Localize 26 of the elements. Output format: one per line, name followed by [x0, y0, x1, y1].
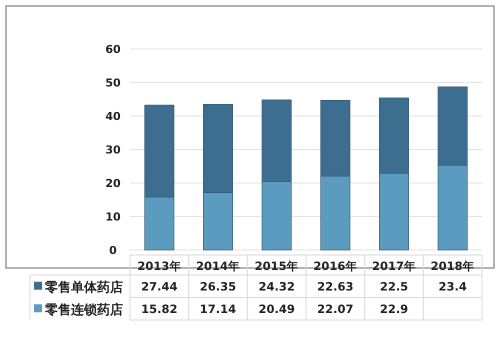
x-tick-label: 2018年 [430, 259, 475, 273]
data-label: 26.35 [200, 279, 236, 294]
data-label: 15.82 [141, 302, 178, 316]
y-tick-label: 30 [105, 144, 121, 156]
y-tick-label: 50 [105, 76, 121, 90]
x-tick-label: 2013年 [137, 259, 182, 273]
legend-label: 零售连锁药店 [44, 302, 123, 318]
x-tick-label: 2016年 [313, 259, 358, 273]
data-label: 17.14 [200, 302, 236, 316]
data-label: 22.9 [380, 302, 408, 316]
data-label: 24.32 [258, 279, 295, 294]
x-tick-label: 2014年 [196, 259, 240, 273]
data-label: 23.4 [438, 279, 467, 294]
data-label: 22.63 [317, 279, 354, 294]
data-label: 22.07 [317, 302, 354, 316]
x-tick-label: 2015年 [254, 259, 299, 273]
legend-label: 零售单体药店 [44, 279, 123, 296]
y-tick-label: 20 [105, 177, 121, 190]
y-tick-label: 10 [105, 210, 121, 224]
data-label: 27.44 [141, 279, 178, 294]
y-tick-label: 60 [105, 43, 121, 56]
y-tick-label: 0 [109, 244, 118, 257]
data-label: 20.49 [258, 302, 295, 316]
x-tick-label: 2017年 [372, 259, 416, 273]
data-label: 22.5 [380, 279, 408, 294]
y-tick-label: 40 [105, 110, 121, 123]
